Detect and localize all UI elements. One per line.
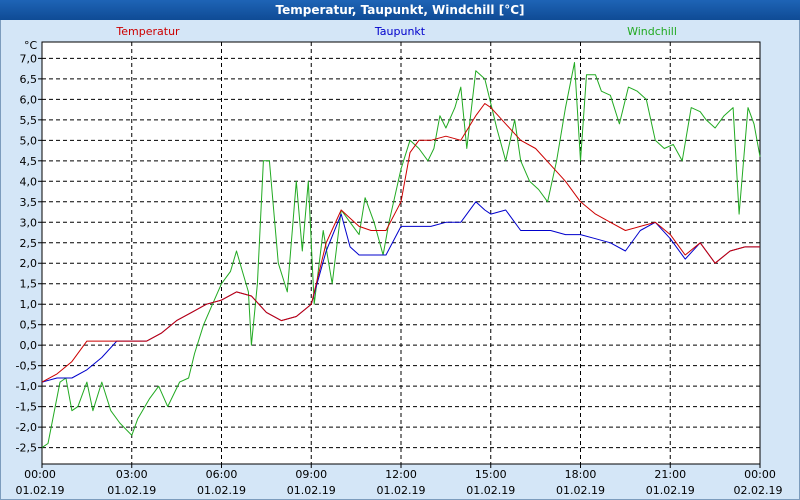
x-tick-date: 02.02.19 — [734, 484, 783, 497]
series-line-temperatur — [41, 103, 760, 383]
x-tick-date: 01.02.19 — [107, 484, 156, 497]
legend: Temperatur Taupunkt Windchill — [115, 25, 677, 38]
x-tick-time: 03:00 — [116, 468, 148, 481]
x-tick-date: 01.02.19 — [466, 484, 515, 497]
y-tick-label: 0,5 — [20, 319, 38, 332]
y-axis-ticks: 7,0 6,5 6,0 5,5 5,0 4,5 4,0 3,5 3,0 2,5 2,0 1,5 1,0 0… — [16, 52, 42, 455]
y-tick-label: 6,5 — [20, 73, 38, 86]
y-tick-label: 3,0 — [20, 216, 38, 229]
y-tick-label: 3,5 — [20, 196, 38, 209]
series-lines — [41, 62, 761, 449]
x-tick-time: 12:00 — [385, 468, 417, 481]
grid-lines — [42, 42, 760, 464]
y-tick-label: 1,0 — [20, 298, 38, 311]
y-axis-unit: °C — [24, 39, 38, 52]
legend-taupunkt: Taupunkt — [374, 25, 426, 38]
y-tick-label: 5,0 — [20, 134, 38, 147]
y-tick-label: 0,0 — [20, 339, 38, 352]
y-tick-label: 5,5 — [20, 114, 38, 127]
x-tick-time: 21:00 — [654, 468, 686, 481]
series-line-windchill — [41, 62, 761, 449]
x-tick-time: 18:00 — [565, 468, 597, 481]
x-tick-date: 01.02.19 — [377, 484, 426, 497]
x-tick-date: 01.02.19 — [646, 484, 695, 497]
chart-title: Temperatur, Taupunkt, Windchill [°C] — [0, 0, 800, 20]
y-tick-label: 4,0 — [20, 175, 38, 188]
y-tick-label: 2,5 — [20, 237, 38, 250]
x-tick-time: 15:00 — [475, 468, 507, 481]
y-tick-label: -1,5 — [16, 401, 37, 414]
x-tick-date: 01.02.19 — [287, 484, 336, 497]
x-tick-time: 00:00 — [24, 468, 56, 481]
chart-canvas: 7,0 6,5 6,0 5,5 5,0 4,5 4,0 3,5 3,0 2,5 2,0 1,5 1,0 0… — [16, 25, 783, 497]
x-tick-time: 09:00 — [295, 468, 327, 481]
y-tick-label: 7,0 — [20, 52, 38, 65]
x-tick-date: 01.02.19 — [556, 484, 605, 497]
legend-windchill: Windchill — [627, 25, 677, 38]
x-tick-time: 00:00 — [744, 468, 776, 481]
y-tick-label: 4,5 — [20, 155, 38, 168]
y-tick-label: 6,0 — [20, 93, 38, 106]
y-tick-label: -1,0 — [16, 380, 37, 393]
y-tick-label: 2,0 — [20, 257, 38, 270]
y-tick-label: 1,5 — [20, 278, 38, 291]
y-tick-label: -2,5 — [16, 442, 37, 455]
x-tick-time: 06:00 — [206, 468, 238, 481]
x-tick-date: 01.02.19 — [197, 484, 246, 497]
x-axis-ticks: 00:00 01.02.19 03:00 01.02.19 06:00 01.02.19 0… — [16, 464, 783, 497]
legend-temperatur: Temperatur — [115, 25, 180, 38]
y-tick-label: -0,5 — [16, 360, 37, 373]
x-tick-date: 01.02.19 — [16, 484, 65, 497]
y-tick-label: -2,0 — [16, 421, 37, 434]
